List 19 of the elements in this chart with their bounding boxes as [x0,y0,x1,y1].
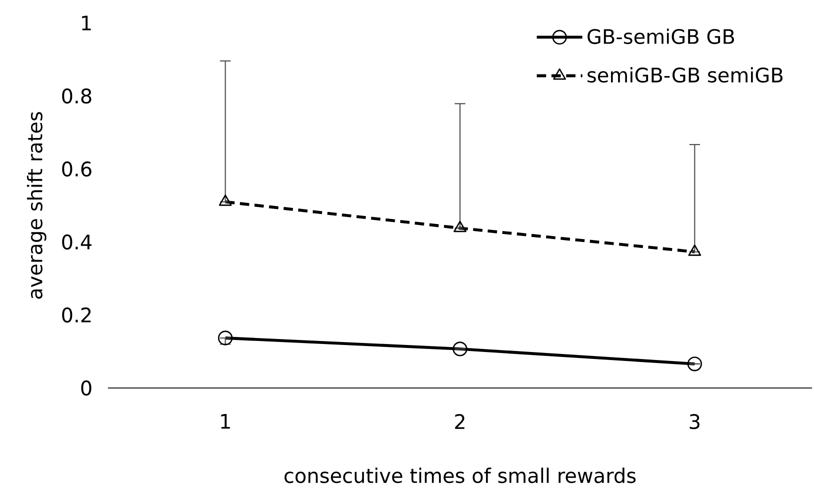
point [218,194,232,206]
legend-label: semiGB-GB semiGB [588,67,783,83]
y-tick-label: 0 [81,380,92,396]
x-tick-label: 2 [455,414,464,429]
x-axis-title: consecutive times of small rewards [284,468,636,484]
point [687,356,702,372]
y-tick-label: 0.6 [62,161,92,177]
legend-label: GB-semiGB GB [588,28,734,44]
x-tick-label: 1 [221,414,230,429]
x-tick-label: 3 [690,414,700,430]
y-tick-label: 0.8 [62,88,92,104]
y-axis-title: average shift rates [26,112,46,299]
point [218,330,233,346]
y-tick-label: 1 [82,16,91,30]
point [452,342,468,356]
y-tick-label: 0.2 [62,307,91,323]
y-tick-label: 0.4 [62,234,92,250]
point [688,244,702,256]
point [454,220,466,232]
